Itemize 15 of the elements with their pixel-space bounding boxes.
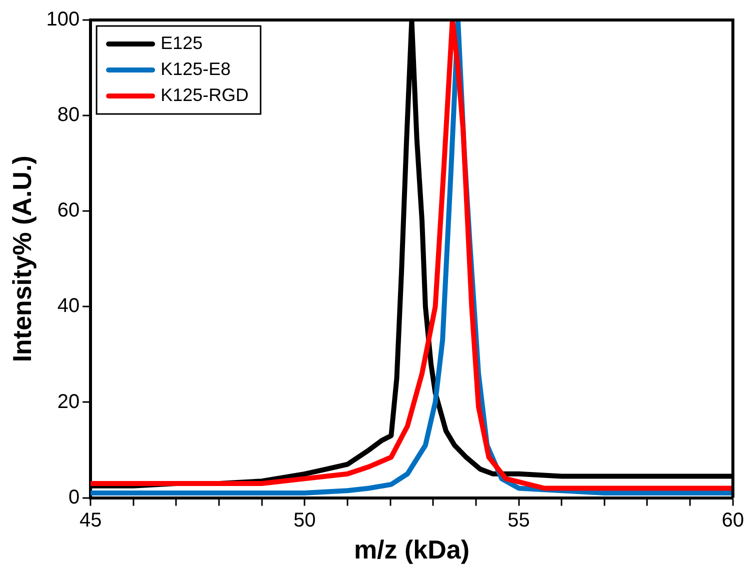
x-tick-label: 60 — [722, 509, 744, 532]
x-tick-label: 45 — [79, 509, 102, 532]
y-tick-label: 0 — [68, 486, 80, 508]
legend-label: K125-E8 — [160, 58, 231, 79]
legend-label: K125-RGD — [160, 84, 249, 105]
y-tick-label: 40 — [57, 295, 80, 318]
y-tick-label: 80 — [57, 104, 80, 126]
y-tick-label: 60 — [57, 200, 80, 222]
legend-label: E125 — [160, 32, 203, 53]
y-tick-label: 20 — [57, 390, 80, 413]
x-tick-label: 50 — [294, 509, 316, 532]
x-axis-title: m/z (kDa) — [354, 534, 470, 565]
y-tick-label: 100 — [46, 8, 80, 31]
x-tick-label: 55 — [508, 509, 530, 532]
y-axis-title: Intensity% (A.U.) — [6, 156, 37, 362]
